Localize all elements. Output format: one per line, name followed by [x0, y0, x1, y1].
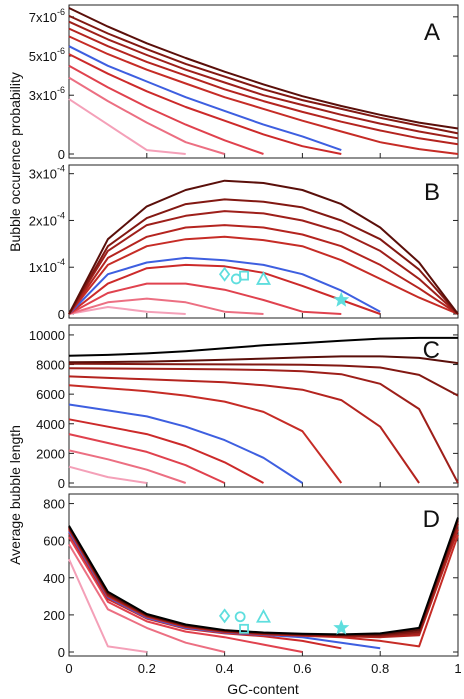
x-tick-label: 0 [65, 661, 72, 676]
marker-star [333, 291, 350, 307]
y-tick-label: 400 [43, 571, 65, 586]
series-line [68, 543, 225, 653]
series-line [68, 449, 187, 484]
marker-diamond [218, 608, 231, 624]
y-tick-label: 8000 [36, 358, 65, 373]
y-tick-label: 5x10-6 [29, 46, 65, 64]
series-line [68, 263, 381, 315]
series-line [68, 27, 459, 146]
y-tick-label: 7x10-6 [29, 7, 65, 25]
x-tick-label: 0.6 [293, 661, 311, 676]
y-tick-label: 6000 [36, 387, 65, 402]
marker-square [239, 623, 249, 634]
panel-d-frame [68, 493, 459, 657]
panel-c-letter: C [423, 337, 440, 364]
x-tick-label: 0.2 [138, 661, 156, 676]
series-line [68, 355, 459, 365]
series-line [68, 418, 264, 484]
series-line [68, 297, 264, 315]
series-line [68, 210, 459, 315]
series-line [68, 76, 225, 155]
panel-b-frame [68, 164, 459, 319]
x-tick-label: 1 [454, 661, 461, 676]
series-line [68, 179, 459, 315]
x-tick-label: 0.8 [371, 661, 389, 676]
y-tick-label: 0 [58, 307, 65, 322]
panel-b-letter: B [424, 179, 440, 206]
series-line [68, 384, 343, 484]
y-tick-label: 10000 [29, 328, 65, 343]
marker-triangle [255, 608, 272, 623]
series-line [68, 367, 459, 484]
series-line [68, 45, 342, 152]
series-line [68, 517, 459, 636]
y-tick-label: 3x10-4 [29, 164, 65, 182]
series-line [68, 362, 459, 397]
y-tick-label: 600 [43, 534, 65, 549]
series-line [68, 7, 459, 130]
series-line [68, 282, 342, 315]
series-line [68, 256, 381, 315]
panel-a-letter: A [424, 19, 440, 46]
x-tick-label: 0.4 [216, 661, 234, 676]
x-axis-label: GC-content [227, 681, 299, 697]
series-line [68, 433, 226, 484]
series-line [68, 336, 458, 357]
y-tick-label: 800 [43, 497, 65, 512]
series-line [68, 35, 459, 155]
series-line [68, 224, 459, 315]
panel-a-frame [68, 4, 459, 159]
panel-c: C 10000 8000 6000 4000 2000 0 [29, 324, 459, 491]
y-tick-label: 0 [58, 476, 65, 491]
panel-d-letter: D [423, 506, 440, 533]
panel-c-frame [68, 324, 459, 488]
y-axis-label-probability: Bubble occurence probability [7, 72, 23, 252]
panel-d: D 800 600 400 200 0 [43, 493, 459, 660]
y-axis-label-length: Average bubble length [7, 425, 23, 565]
series-line [68, 64, 264, 155]
y-tick-label: 3x10-6 [29, 85, 65, 103]
y-tick-label: 2x10-4 [29, 210, 65, 228]
panel-b: B 3x10-4 2x10-4 1x10-4 0 [29, 164, 459, 322]
series-line [68, 375, 420, 484]
series-line [68, 235, 459, 315]
series-line [68, 403, 303, 484]
y-tick-label: 0 [58, 645, 65, 660]
y-tick-label: 0 [58, 147, 65, 162]
y-tick-label: 1x10-4 [29, 257, 65, 275]
x-axis: 0 0.2 0.4 0.6 0.8 1 [65, 661, 461, 676]
marker-triangle [255, 271, 272, 285]
marker-square [239, 270, 249, 281]
series-line [68, 558, 147, 653]
marker-diamond [218, 266, 231, 282]
y-tick-label: 2000 [36, 446, 65, 461]
y-tick-label: 4000 [36, 417, 65, 432]
y-tick-label: 200 [43, 608, 65, 623]
series-line [68, 53, 342, 155]
marker-circle [234, 611, 246, 623]
series-line [68, 306, 186, 315]
series-line [68, 536, 303, 653]
marker-star [333, 619, 350, 635]
series-line [68, 465, 147, 484]
series-line [68, 528, 459, 648]
series-line [68, 20, 459, 140]
series-line [68, 14, 459, 135]
series-line [68, 198, 459, 315]
panel-a: A 7x10-6 5x10-6 3x10-6 0 [29, 4, 459, 162]
series-line [68, 98, 186, 155]
